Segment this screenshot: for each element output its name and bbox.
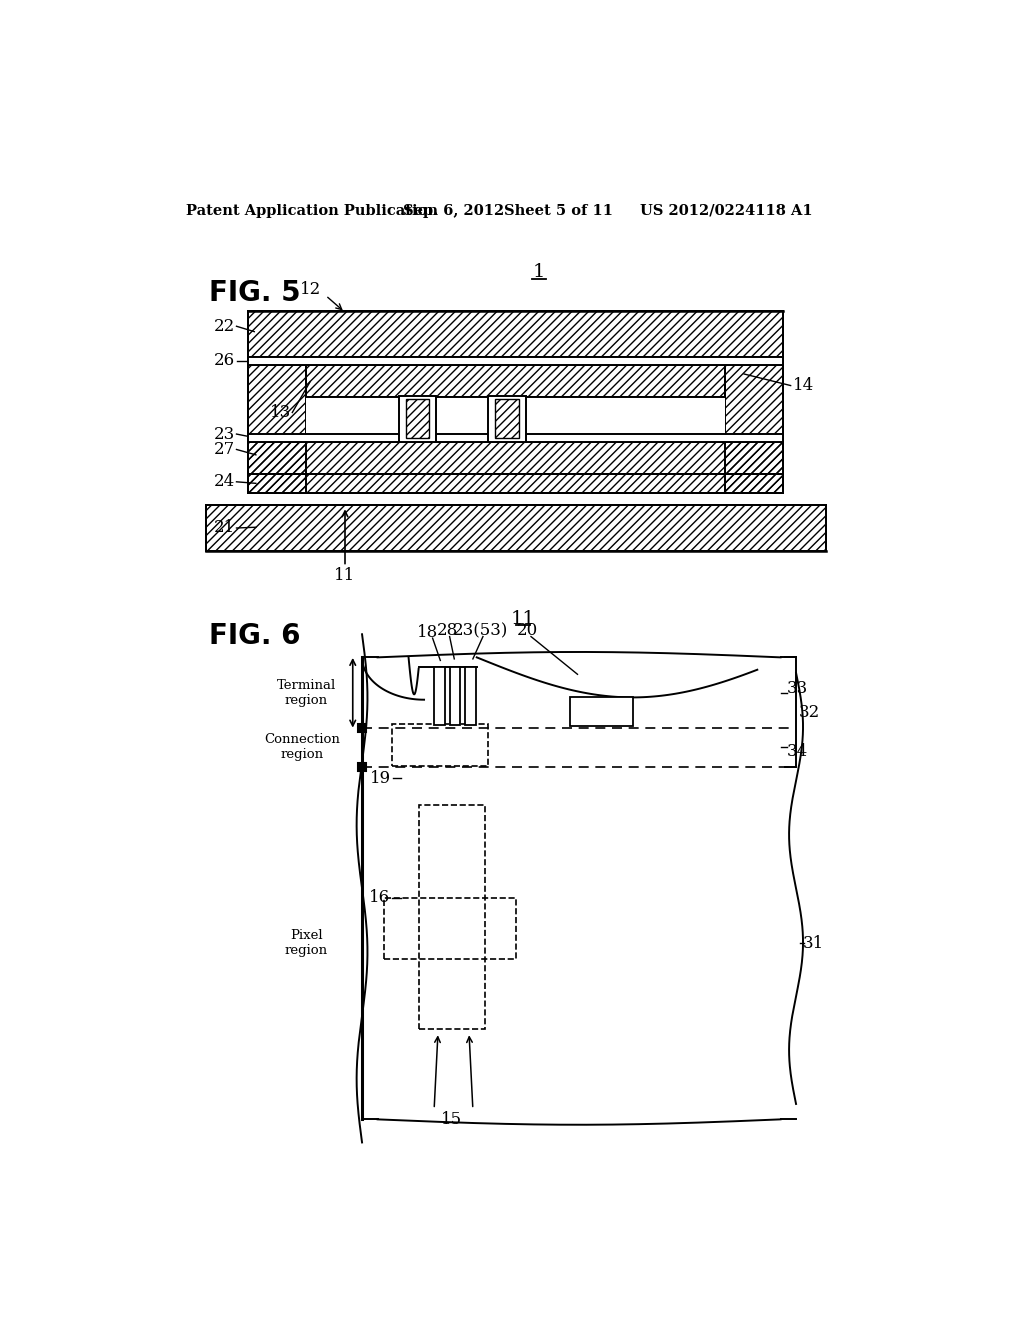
Text: 23: 23	[214, 425, 234, 442]
Text: 12: 12	[299, 281, 321, 298]
Bar	[496, 400, 518, 438]
Bar	[384, 898, 515, 960]
Bar	[248, 442, 783, 474]
Text: Sheet 5 of 11: Sheet 5 of 11	[504, 203, 613, 218]
Text: 18: 18	[418, 624, 438, 642]
Text: 11: 11	[335, 568, 355, 585]
Text: 20: 20	[516, 622, 538, 639]
Text: 21: 21	[214, 520, 234, 536]
Bar	[450, 667, 461, 725]
Bar	[248, 364, 306, 494]
Text: 13: 13	[269, 404, 291, 421]
Bar	[306, 364, 725, 397]
Text: FIG. 5: FIG. 5	[209, 279, 301, 308]
Bar	[407, 400, 429, 438]
Text: 34: 34	[786, 743, 808, 760]
Text: 27: 27	[214, 441, 234, 458]
Text: Pixel
region: Pixel region	[285, 929, 328, 957]
Bar	[434, 667, 445, 725]
Text: 28: 28	[436, 622, 458, 639]
Bar	[206, 506, 825, 552]
Bar	[306, 397, 725, 434]
Text: FIG. 6: FIG. 6	[209, 622, 301, 649]
Bar	[569, 697, 633, 726]
Bar	[248, 474, 783, 494]
Text: 26: 26	[214, 352, 234, 370]
Text: 24: 24	[214, 474, 234, 490]
Text: 33: 33	[786, 680, 808, 697]
Bar	[399, 396, 436, 442]
Bar	[725, 364, 783, 494]
Text: Sep. 6, 2012: Sep. 6, 2012	[403, 203, 505, 218]
Bar	[465, 667, 476, 725]
Bar	[248, 312, 783, 358]
Text: 15: 15	[440, 1111, 462, 1127]
Text: 14: 14	[793, 378, 814, 395]
Text: Terminal
region: Terminal region	[276, 678, 336, 706]
Text: 19: 19	[371, 770, 391, 787]
Text: 11: 11	[511, 610, 536, 628]
Text: 23(53): 23(53)	[453, 622, 508, 639]
Text: US 2012/0224118 A1: US 2012/0224118 A1	[640, 203, 812, 218]
Text: 32: 32	[799, 704, 820, 721]
Bar	[248, 358, 783, 364]
Text: 16: 16	[369, 890, 390, 906]
Text: 1: 1	[532, 264, 545, 281]
Bar	[488, 396, 525, 442]
Text: Connection
region: Connection region	[264, 734, 340, 762]
Text: 22: 22	[214, 318, 234, 335]
Bar	[248, 434, 783, 442]
Text: Patent Application Publication: Patent Application Publication	[186, 203, 438, 218]
Bar	[419, 805, 484, 1028]
Text: 31: 31	[802, 935, 823, 952]
Bar	[391, 723, 488, 766]
